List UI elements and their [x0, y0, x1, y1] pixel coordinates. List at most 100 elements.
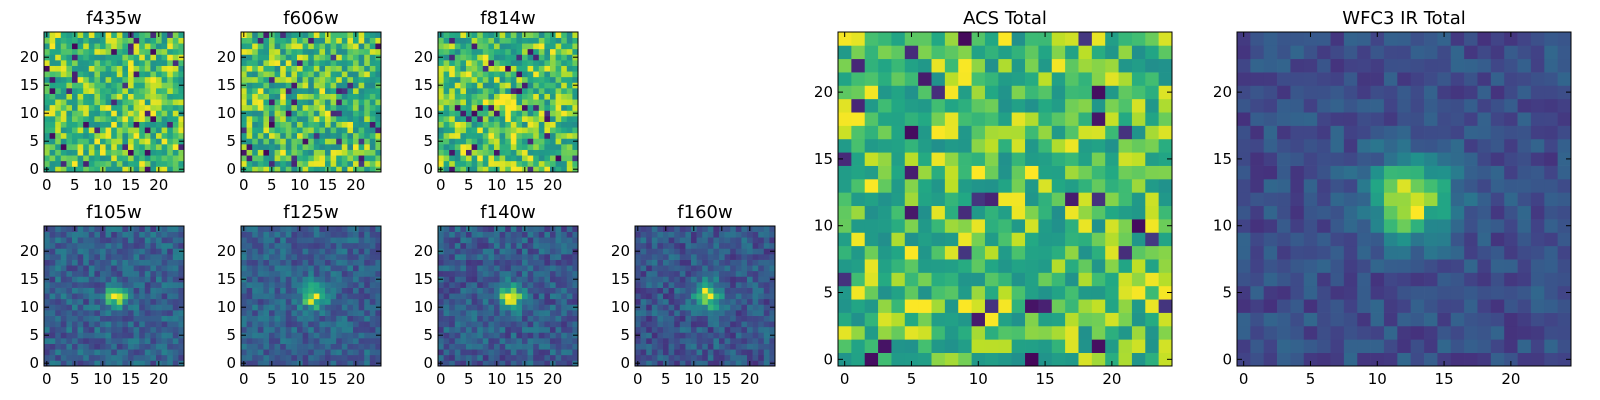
heatmap-cell	[527, 343, 534, 350]
heatmap-cell	[139, 138, 146, 145]
heatmap-cells	[838, 32, 1173, 367]
heatmap-cell	[550, 276, 556, 283]
heatmap-cell	[763, 315, 770, 322]
heatmap-cell	[730, 242, 737, 249]
heatmap-cell	[150, 254, 157, 260]
heatmap-cell	[685, 321, 692, 328]
heatmap-cell	[88, 37, 95, 44]
heatmap-cell	[94, 287, 101, 294]
heatmap-cell	[172, 155, 179, 162]
heatmap-cell	[443, 254, 450, 260]
heatmap-cell	[891, 285, 906, 300]
heatmap-cell	[122, 121, 129, 128]
heatmap-cell	[319, 99, 326, 106]
heatmap-cell	[347, 88, 354, 94]
heatmap-cell	[449, 132, 456, 139]
heatmap-cell	[55, 298, 62, 305]
heatmap-cell	[561, 127, 568, 134]
heatmap-cell	[128, 310, 134, 316]
heatmap-cell	[522, 321, 528, 328]
heatmap-cell	[550, 349, 556, 356]
heatmap-cell	[369, 332, 376, 339]
heatmap-cell	[1051, 205, 1066, 220]
heatmap-cell	[443, 76, 450, 83]
heatmap-cell	[984, 259, 999, 273]
heatmap-cell	[336, 276, 343, 283]
heatmap-cell	[488, 160, 495, 167]
heatmap-cell	[516, 166, 523, 173]
heatmap-cell	[60, 315, 67, 322]
heatmap-cell	[122, 166, 129, 173]
heatmap-cell	[353, 315, 359, 322]
heatmap-cell	[544, 43, 551, 50]
heatmap-cell	[105, 287, 112, 294]
heatmap-cell	[713, 231, 720, 238]
heatmap-cell	[178, 326, 185, 333]
heatmap-cell	[133, 259, 140, 266]
heatmap-cell	[105, 259, 112, 266]
heatmap-cell	[358, 287, 365, 294]
heatmap-cell	[763, 354, 770, 361]
heatmap-cell	[144, 360, 151, 367]
heatmap-cell	[77, 82, 84, 89]
heatmap-cell	[1038, 352, 1053, 367]
heatmap-cell	[741, 343, 748, 350]
heatmap-cell	[77, 116, 84, 122]
heatmap-cell	[544, 104, 551, 111]
heatmap-cell	[116, 121, 123, 128]
heatmap-cell	[133, 60, 140, 66]
heatmap-cell	[150, 231, 157, 238]
heatmap-cell	[685, 332, 692, 339]
heatmap-cell	[527, 287, 534, 294]
heatmap-cell	[533, 82, 540, 89]
heatmap-cell	[466, 231, 472, 238]
heatmap-cell	[758, 226, 765, 232]
heatmap-cell	[488, 360, 495, 367]
heatmap-cell	[111, 237, 118, 244]
heatmap-cell	[44, 270, 50, 277]
heatmap-cell	[325, 93, 331, 100]
heatmap-cell	[561, 121, 568, 128]
heatmap-cell	[1051, 352, 1066, 367]
heatmap-cell	[257, 310, 264, 316]
heatmap-cell	[139, 259, 146, 266]
heatmap-cell	[730, 338, 737, 344]
heatmap-cell	[566, 293, 573, 300]
heatmap-cell	[133, 116, 140, 122]
heatmap-cell	[1091, 339, 1106, 353]
x-tick-label: 20	[149, 176, 168, 194]
heatmap-cell	[161, 93, 168, 100]
heatmap-cell	[460, 282, 467, 288]
heatmap-cell	[325, 287, 331, 294]
heatmap-cell	[308, 88, 315, 94]
heatmap-cell	[494, 287, 500, 294]
heatmap-cell	[285, 93, 292, 100]
x-tick-label: 0	[633, 370, 643, 388]
heatmap-cell	[252, 43, 259, 50]
heatmap-cell	[330, 354, 337, 361]
heatmap-cell	[944, 205, 959, 220]
heatmap-cell	[353, 104, 359, 111]
heatmap-cell	[341, 144, 348, 150]
heatmap-cell	[449, 99, 456, 106]
heatmap-cell	[105, 43, 112, 50]
heatmap-cell	[72, 155, 78, 162]
heatmap-cell	[482, 298, 489, 305]
heatmap-cell	[263, 116, 270, 122]
heatmap-cell	[696, 231, 703, 238]
heatmap-cell	[679, 293, 686, 300]
heatmap-cell	[150, 310, 157, 316]
heatmap-cell	[319, 155, 326, 162]
heatmap-cell	[640, 310, 647, 316]
heatmap-cell	[878, 245, 892, 260]
heatmap-cell	[150, 360, 157, 367]
heatmap-cell	[330, 237, 337, 244]
heatmap-cell	[308, 321, 315, 328]
heatmap-cell	[1025, 245, 1039, 260]
heatmap-cell	[77, 104, 84, 111]
heatmap-cell	[544, 259, 551, 266]
heatmap-cell	[358, 76, 365, 83]
heatmap-cell	[561, 160, 568, 167]
heatmap-cell	[133, 354, 140, 361]
heatmap-cell	[454, 71, 461, 78]
